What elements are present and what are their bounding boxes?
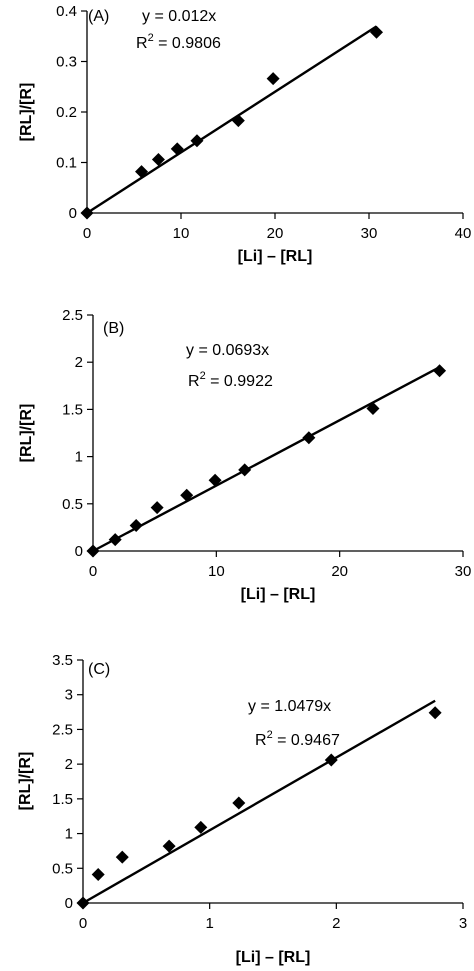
data-point (135, 165, 149, 179)
y-tick-label: 0 (75, 543, 83, 560)
x-tick-label: 30 (455, 563, 472, 580)
data-point (232, 796, 246, 810)
y-axis-title: [RL]/[R] (18, 404, 35, 463)
data-point (428, 706, 442, 720)
trendline (86, 25, 378, 215)
data-point (115, 850, 129, 864)
data-point (194, 820, 208, 834)
data-point (80, 206, 94, 220)
y-tick-label: 2 (65, 756, 73, 773)
r-squared: R2 = 0.9922 (188, 370, 273, 390)
y-axis-title: [RL]/[R] (18, 83, 35, 142)
data-point (433, 364, 447, 378)
x-tick-label: 1 (205, 915, 213, 932)
chart-panel-b: 0 0.5 1 1.5 2 2.5 0 10 20 30 (B) y = 0.0693x R2 = 0.… (18, 307, 471, 603)
y-tick-label: 1.5 (52, 791, 73, 808)
x-tick-label: 3 (459, 915, 467, 932)
y-tick-label: 3 (65, 687, 73, 704)
x-tick-label: 20 (267, 225, 284, 242)
trendline-equation: y = 1.0479x (248, 698, 331, 715)
data-point (86, 544, 100, 558)
y-tick-label: 0.4 (56, 3, 77, 20)
r-squared: R2 = 0.9806 (136, 32, 221, 52)
data-point (91, 868, 105, 882)
data-point (76, 896, 90, 910)
x-axis-title: [Li] – [RL] (241, 586, 316, 603)
x-tick-label: 20 (331, 563, 348, 580)
chart-panel-c: 0 0.5 1 1.5 2 2.5 3 3.5 0 1 2 3 (C) y = 1.0479x R2 = 0… (17, 652, 467, 966)
data-point (370, 25, 384, 39)
trendline (92, 366, 441, 553)
data-point (170, 142, 184, 156)
data-point (162, 839, 176, 853)
y-tick-label: 0.2 (56, 104, 77, 121)
y-tick-label: 0 (69, 205, 77, 222)
x-tick-label: 10 (173, 225, 190, 242)
data-point (151, 152, 165, 166)
y-axis-title: [RL]/[R] (17, 752, 34, 811)
y-tick-label: 0.5 (62, 496, 83, 513)
y-tick-label: 1 (65, 826, 73, 843)
y-tick-label: 0.3 (56, 54, 77, 71)
x-tick-label: 0 (83, 225, 91, 242)
y-tick-label: 0.1 (56, 155, 77, 172)
trendline-equation: y = 0.012x (142, 8, 216, 25)
x-axis-title: [Li] – [RL] (238, 248, 313, 265)
y-tick-label: 0 (65, 895, 73, 912)
y-tick-label: 1.5 (62, 401, 83, 418)
x-tick-label: 10 (208, 563, 225, 580)
x-tick-label: 30 (361, 225, 378, 242)
data-point (150, 501, 164, 515)
x-tick-label: 2 (332, 915, 340, 932)
r-squared: R2 = 0.9467 (255, 729, 340, 749)
y-tick-label: 2 (75, 354, 83, 371)
y-tick-label: 0.5 (52, 860, 73, 877)
y-tick-label: 2.5 (52, 721, 73, 738)
data-point (108, 533, 122, 547)
data-point (231, 114, 245, 128)
data-point (266, 72, 280, 86)
x-tick-label: 40 (455, 225, 472, 242)
data-point (302, 431, 316, 445)
chart-panel-a: 0 0.1 0.2 0.3 0.4 0 10 20 30 40 (A) y = 0.012x R2 = … (18, 3, 471, 265)
data-point (324, 753, 338, 767)
trendline-equation: y = 0.0693x (186, 342, 269, 359)
data-point (180, 488, 194, 502)
y-tick-label: 1 (75, 449, 83, 466)
y-tick-label: 2.5 (62, 307, 83, 324)
data-point (208, 473, 222, 487)
data-point (366, 401, 380, 415)
data-point (190, 134, 204, 148)
data-point (129, 519, 143, 533)
x-axis-title: [Li] – [RL] (236, 949, 311, 966)
x-tick-label: 0 (89, 563, 97, 580)
y-tick-label: 3.5 (52, 652, 73, 669)
panel-label: (B) (103, 320, 124, 337)
panel-label: (C) (88, 661, 110, 678)
data-point (238, 463, 252, 477)
panel-label: (A) (88, 8, 109, 25)
trendline (82, 699, 436, 905)
x-tick-label: 0 (79, 915, 87, 932)
